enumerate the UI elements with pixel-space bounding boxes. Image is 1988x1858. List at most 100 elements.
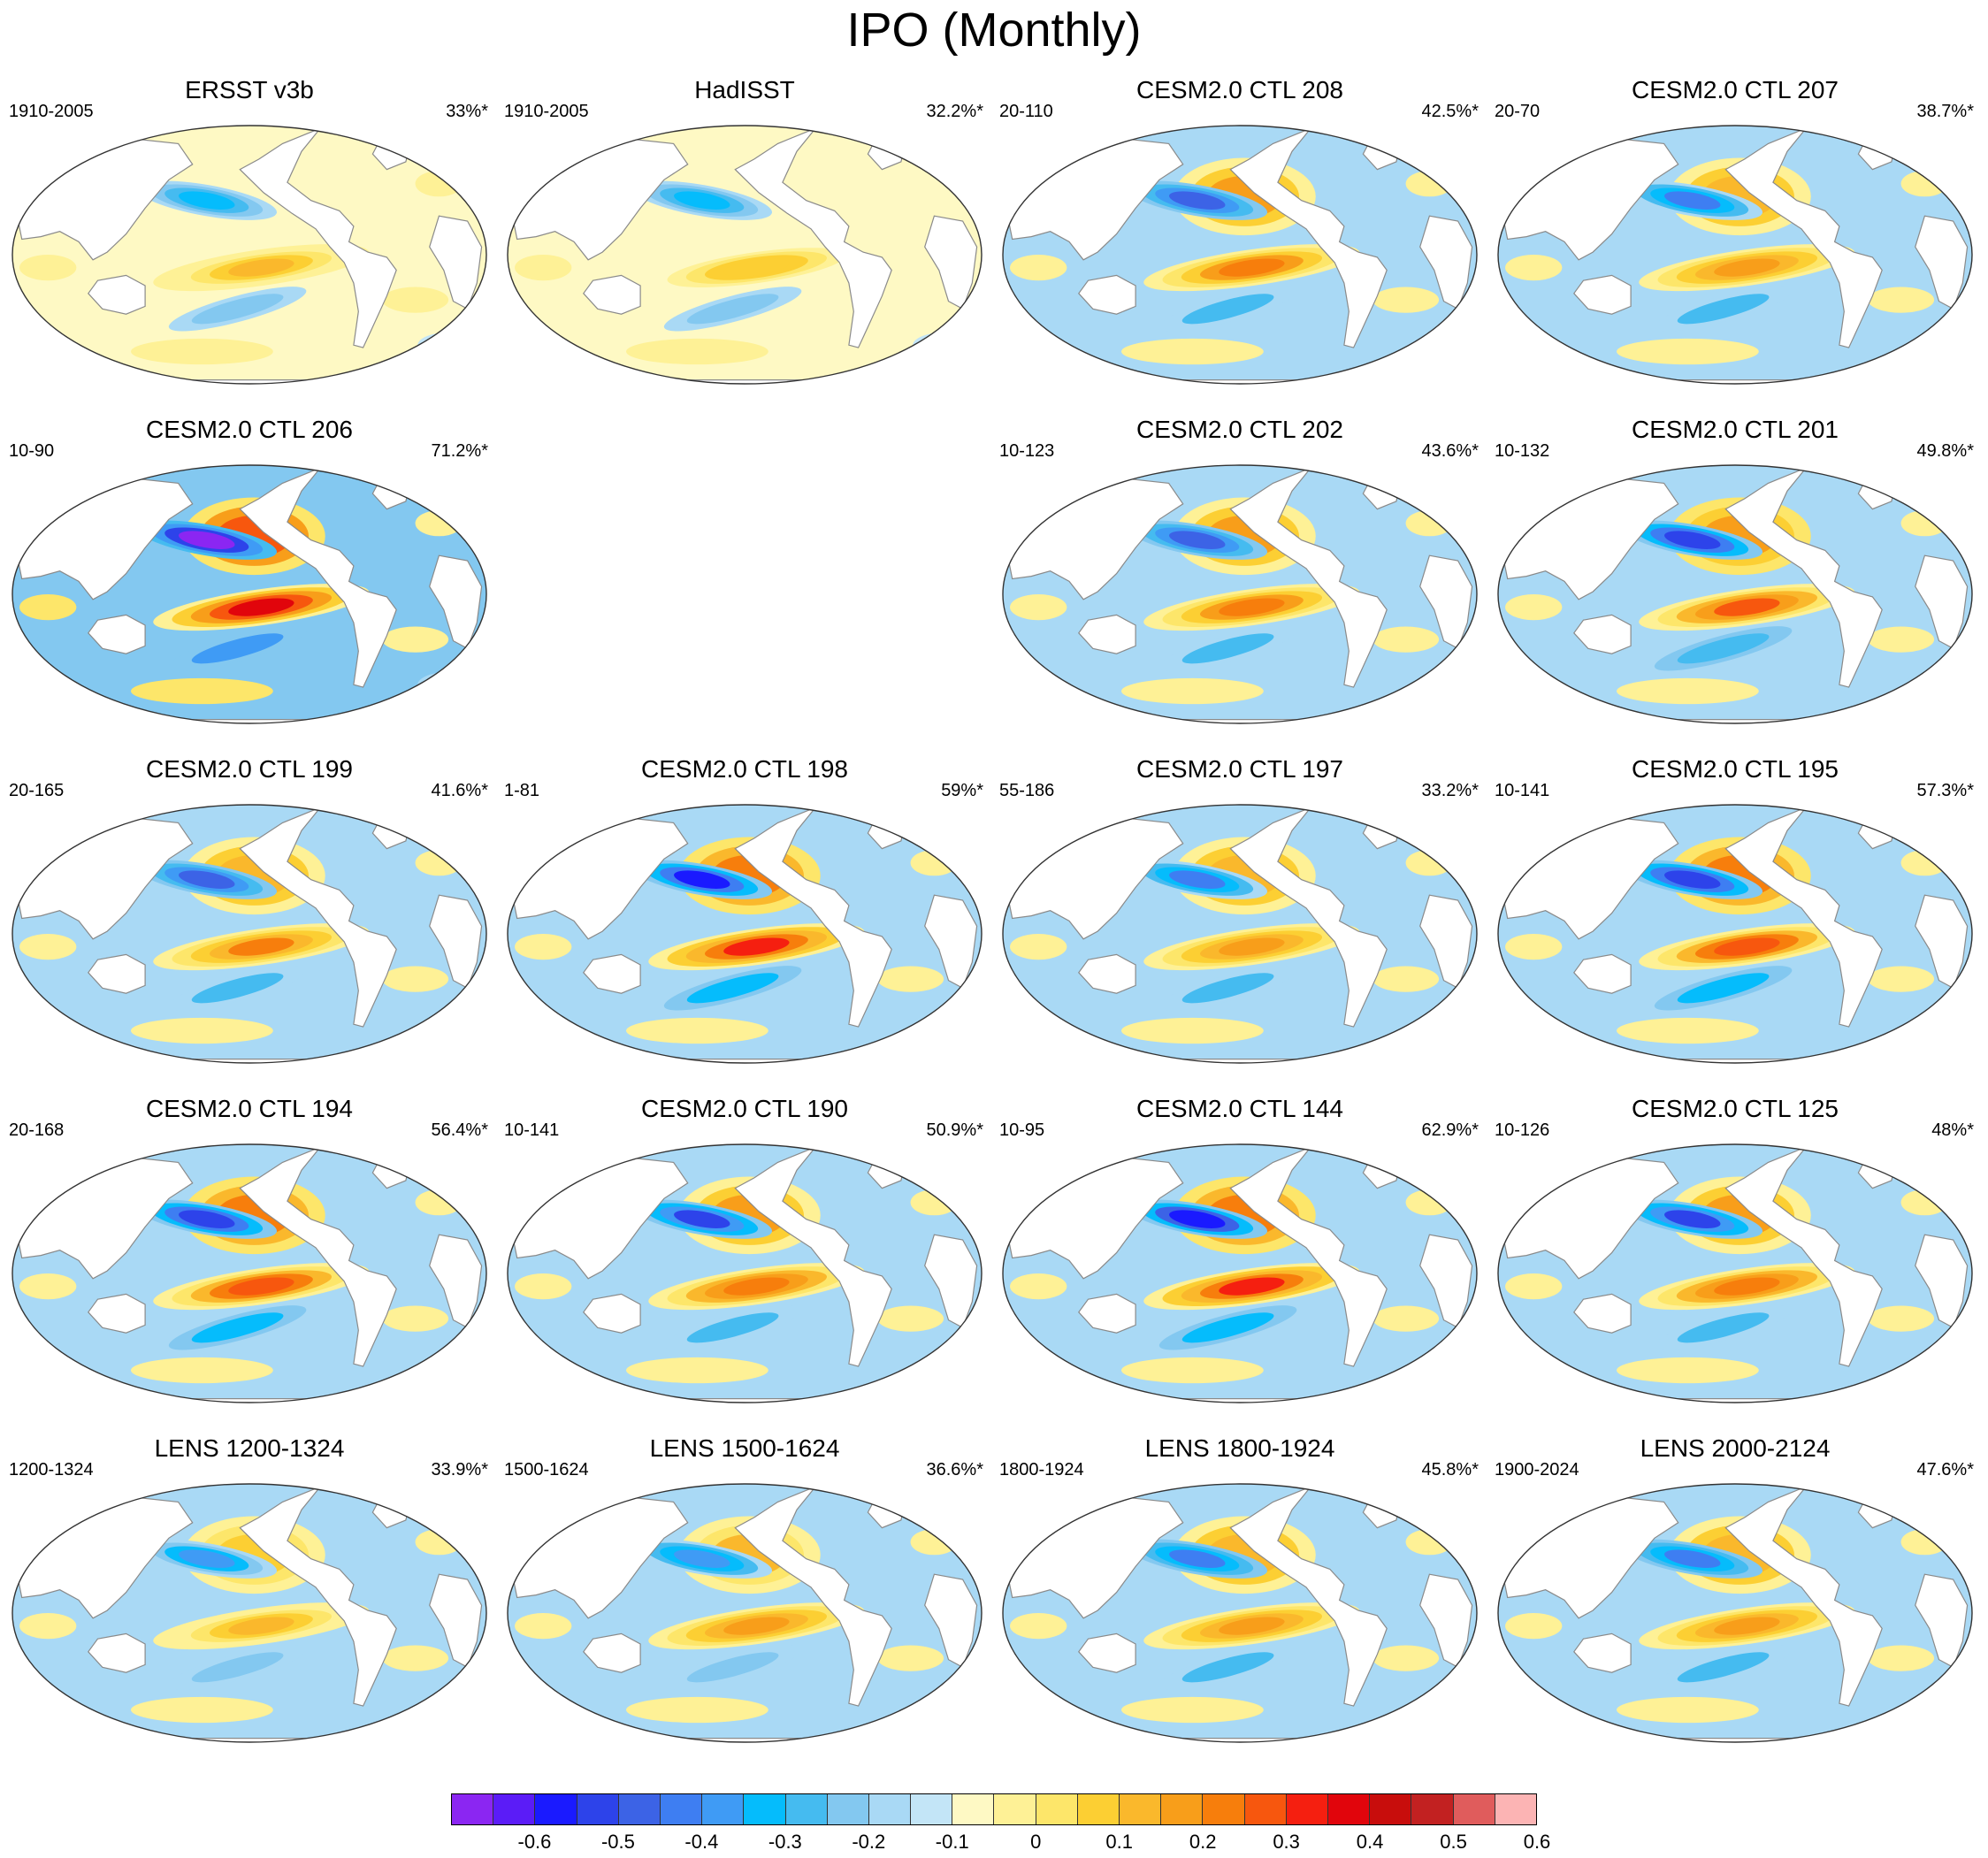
map-panel: ERSST v3b 1910-2005 33%* [7,76,492,394]
land-australia [88,953,146,994]
panel-variance-percent: 33.9%* [431,1460,489,1480]
colorbar-tick-label: 0.2 [1189,1831,1217,1853]
land-americas [1724,127,1883,348]
colorbar-tick-label: 0.4 [1356,1831,1384,1853]
sst-field [1003,1144,1477,1403]
sst-map [1497,804,1973,1064]
panel-years: 55-186 [999,781,1055,800]
panel-title: CESM2.0 CTL 144 [1136,1095,1343,1122]
sst-field [1498,805,1972,1063]
map-panel: CESM2.0 CTL 207 20-70 38.7%* [1493,76,1977,394]
panel-years: 20-168 [9,1120,65,1140]
colorbar-tick-label: -0.1 [935,1831,969,1853]
panel-title: LENS 1500-1624 [649,1434,840,1462]
map-border [507,804,983,1064]
sst-map [507,1143,983,1403]
panel-years: 1500-1624 [504,1460,589,1480]
land-americas [734,807,892,1028]
sst-field [12,465,486,723]
colorbar-swatch [1495,1794,1536,1824]
land-australia [1078,953,1136,994]
sst-map [11,464,487,724]
land-australia [1573,1293,1632,1334]
panel-variance-percent: 38.7%* [1916,102,1975,121]
colorbar-swatch [452,1794,494,1824]
panel-years: 20-110 [999,102,1053,121]
sst-field [12,1484,486,1742]
sst-map [1497,125,1973,385]
panel-variance-percent: 45.8%* [1421,1460,1480,1480]
panel-years: 10-132 [1495,441,1550,461]
panel-title: CESM2.0 CTL 202 [1136,416,1343,443]
panel-title: CESM2.0 CTL 199 [146,755,353,783]
land-americas [1229,1486,1388,1707]
map-border [1497,1483,1973,1743]
colorbar-swatch [1120,1794,1162,1824]
map-panel: CESM2.0 CTL 208 20-110 42.5%* [998,76,1482,394]
map-panel: LENS 1500-1624 1500-1624 36.6%* [502,1434,987,1753]
map-panel: CESM2.0 CTL 197 55-186 33.2%* [998,755,1482,1074]
land-americas [1229,807,1388,1028]
land-australia [583,1293,641,1334]
colorbar-tick-label: 0.5 [1440,1831,1467,1853]
colorbar-swatch [1411,1794,1454,1824]
colorbar-tick-label: 0.3 [1273,1831,1300,1853]
panel-years: 1200-1324 [9,1460,94,1480]
panel-title: HadISST [694,76,795,103]
map-border [1497,464,1973,724]
panel-variance-percent: 57.3%* [1916,781,1975,800]
colorbar-swatch [1327,1794,1371,1824]
sst-map [1002,1143,1478,1403]
colorbar-swatch [493,1794,536,1824]
land-australia [1078,1632,1136,1673]
map-panel: CESM2.0 CTL 144 10-95 62.9%* [998,1095,1482,1413]
map-border [1002,1143,1478,1403]
map-border [1002,125,1478,385]
panel-years: 10-90 [9,441,55,461]
land-australia [1573,614,1632,654]
map-panel: CESM2.0 CTL 190 10-141 50.9%* [502,1095,987,1413]
land-australia [88,274,146,315]
colorbar-swatch [952,1794,995,1824]
land-australia [583,953,641,994]
panel-variance-percent: 41.6%* [431,781,489,800]
colorbar-tick-label: 0.6 [1523,1831,1551,1853]
map-panel: CESM2.0 CTL 202 10-123 43.6%* [998,416,1482,734]
map-border [507,125,983,385]
land-americas [1724,807,1883,1028]
panel-years: 1900-2024 [1495,1460,1579,1480]
map-panel: CESM2.0 CTL 198 1-81 59%* [502,755,987,1074]
colorbar-swatch [827,1794,869,1824]
land-americas [1724,1146,1883,1367]
land-australia [1573,953,1632,994]
map-panel: CESM2.0 CTL 195 10-141 57.3%* [1493,755,1977,1074]
sst-map [1002,804,1478,1064]
colorbar-swatch [1453,1794,1495,1824]
map-panel: CESM2.0 CTL 206 10-90 71.2%* [7,416,492,734]
panel-variance-percent: 36.6%* [926,1460,984,1480]
map-panel: LENS 1800-1924 1800-1924 45.8%* [998,1434,1482,1753]
map-border [1497,1143,1973,1403]
land-americas [239,807,397,1028]
panel-variance-percent: 56.4%* [431,1120,489,1140]
land-americas [1229,467,1388,688]
map-border [11,1483,487,1743]
colorbar-tick-label: -0.5 [600,1831,635,1853]
land-americas [239,1146,397,1367]
sst-map [507,804,983,1064]
panel-title: CESM2.0 CTL 194 [146,1095,353,1122]
colorbar-tick-label: -0.3 [768,1831,802,1853]
colorbar-swatch [785,1794,828,1824]
colorbar-swatch [1370,1794,1412,1824]
map-panel: HadISST 1910-2005 32.2%* [502,76,987,394]
map-panel: LENS 2000-2124 1900-2024 47.6%* [1493,1434,1977,1753]
map-border [1002,1483,1478,1743]
colorbar-swatch [1036,1794,1078,1824]
panel-years: 1800-1924 [999,1460,1084,1480]
land-australia [88,1632,146,1673]
colorbar-tick-label: -0.6 [517,1831,552,1853]
panel-title: CESM2.0 CTL 198 [641,755,848,783]
panel-title: CESM2.0 CTL 125 [1632,1095,1839,1122]
colorbar-boxes [451,1793,1537,1825]
sst-field [1003,805,1477,1063]
